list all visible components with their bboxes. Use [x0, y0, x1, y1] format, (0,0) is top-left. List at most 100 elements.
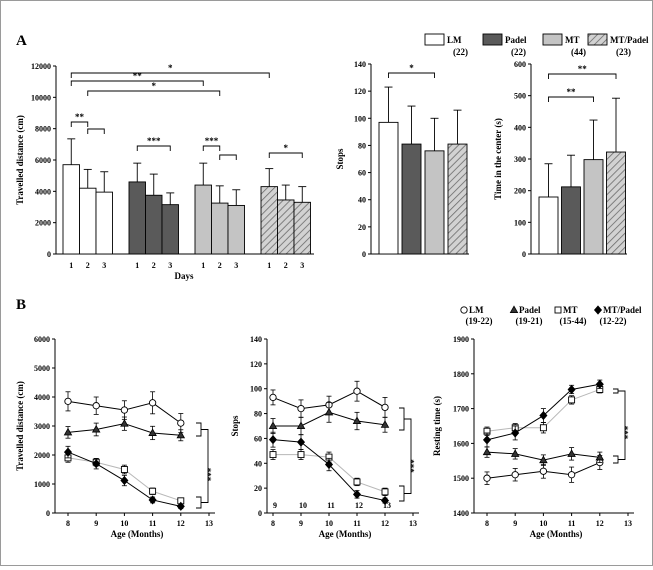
a1-bar — [79, 187, 97, 255]
b3-data-point — [482, 435, 492, 445]
b3-data-point — [539, 455, 548, 464]
b2-y-tick-label: 120 — [250, 360, 262, 369]
b3-data-point — [595, 452, 605, 461]
b2-y-label: Stops — [230, 415, 240, 437]
b3-significance-bracket-join — [618, 390, 626, 460]
b1-data-point — [120, 466, 128, 473]
a1-significance-label: * — [168, 63, 173, 73]
b3-significance-bracket-lower — [613, 455, 619, 464]
a1-significance-bracket — [136, 145, 171, 151]
b2-x-tick-label: 12 — [381, 519, 389, 528]
panel-label-b: B — [16, 297, 26, 313]
legend-b-count: (19-22) — [466, 316, 493, 326]
b1-x-tick-label: 11 — [149, 519, 157, 528]
a1-y-tick-label: 6000 — [35, 156, 51, 165]
a1-bar — [161, 204, 179, 255]
b2-significance-bracket-join — [404, 418, 412, 494]
b2-data-point — [352, 489, 362, 499]
a1-x-tick-label: 3 — [300, 261, 304, 270]
a1-significance-bracket — [70, 80, 204, 86]
a1-bar — [62, 164, 80, 255]
a1-bar — [293, 201, 311, 255]
b1-y-tick-label: 2000 — [34, 451, 50, 460]
legend-a-swatch — [542, 33, 563, 46]
a1-bar — [95, 191, 113, 255]
legend-a-count: (22) — [453, 47, 468, 57]
a1-bar — [211, 202, 229, 255]
b2-data-point — [296, 437, 306, 447]
a2-y-tick-label: 0 — [362, 250, 366, 259]
a1-y-tick-label: 8000 — [35, 125, 51, 134]
b2-x-label: Age (Months) — [319, 529, 372, 539]
a2-y-tick-label: 80 — [358, 141, 366, 150]
b2-x-tick-label: 9 — [299, 519, 303, 528]
b2-data-point — [380, 495, 390, 506]
b1-significance-bracket-lower — [196, 496, 202, 509]
b2-data-point — [296, 421, 306, 429]
b3-data-point — [539, 467, 548, 475]
b3-y-label: Resting time (s) — [432, 396, 442, 456]
a1-x-tick-label: 2 — [218, 261, 222, 270]
b3-y-tick-label: 1500 — [453, 474, 469, 483]
b1-x-tick-label: 9 — [94, 519, 98, 528]
b1-data-point — [148, 399, 157, 407]
b2-data-point — [268, 435, 278, 445]
panel-label-a: A — [16, 33, 27, 49]
a3-y-tick-label: 0 — [522, 250, 526, 259]
a1-y-tick-label: 0 — [47, 250, 51, 259]
b1-y-tick-label: 5000 — [34, 364, 50, 373]
legend-a-count: (23) — [616, 47, 631, 57]
b1-x-tick-label: 12 — [177, 519, 185, 528]
b3-data-point — [483, 474, 491, 482]
b2-data-point — [324, 407, 334, 416]
legend-b-name: MT — [563, 305, 578, 315]
legend-a-name: Padel — [505, 35, 527, 45]
b1-significance-bracket-join — [201, 429, 209, 503]
b3-x-tick-label: 9 — [513, 519, 517, 528]
b1-data-point — [64, 397, 72, 405]
b3-data-point — [568, 396, 576, 404]
legend-b-count: (12-22) — [600, 316, 627, 326]
b2-annotation: 9 — [273, 501, 277, 510]
b2-y-tick-label: 140 — [250, 335, 262, 344]
b3-x-tick-label: 12 — [596, 519, 604, 528]
b3-data-point — [539, 424, 547, 432]
b2-significance-bracket-lower — [399, 485, 405, 502]
a3-bar — [561, 186, 581, 255]
a1-x-tick-label: 1 — [135, 261, 139, 270]
a3-bar — [538, 196, 559, 255]
b1-y-tick-label: 1000 — [34, 480, 50, 489]
a2-bar — [424, 150, 445, 255]
b3-data-point — [567, 449, 576, 457]
b2-data-point — [269, 451, 277, 459]
a2-y-tick-label: 40 — [358, 196, 366, 205]
b2-data-point — [353, 387, 361, 395]
b1-data-point — [91, 424, 101, 433]
a2-y-tick-label: 20 — [358, 223, 366, 232]
b3-y-tick-label: 1400 — [453, 509, 469, 518]
legend-a-name: MT/Padel — [610, 35, 649, 45]
b1-data-point — [92, 459, 101, 469]
b1-significance-label: *** — [206, 467, 216, 481]
a1-y-tick-label: 2000 — [35, 219, 51, 228]
legend-b-name: Padel — [519, 305, 541, 315]
b1-x-tick-label: 13 — [205, 519, 213, 528]
a1-x-tick-label: 2 — [152, 261, 156, 270]
a3-y-tick-label: 400 — [514, 123, 526, 132]
b1-x-label: Age (Months) — [111, 529, 164, 539]
b2-significance-label: *** — [409, 459, 419, 473]
b2-x-tick-label: 11 — [353, 519, 361, 528]
b3-x-tick-label: 11 — [568, 519, 576, 528]
b1-data-point — [63, 427, 73, 436]
legend-a-swatch — [482, 33, 503, 46]
legend-b-marker — [593, 305, 603, 315]
b2-data-point — [269, 393, 277, 402]
b3-data-point — [567, 384, 576, 395]
b3-significance-bracket-upper — [613, 388, 619, 394]
a3-y-tick-label: 100 — [514, 218, 526, 227]
b1-data-point — [120, 406, 129, 414]
b2-y-tick-label: 80 — [254, 410, 262, 419]
a1-significance-bracket — [202, 145, 221, 151]
a1-y-tick-label: 10000 — [31, 93, 51, 102]
